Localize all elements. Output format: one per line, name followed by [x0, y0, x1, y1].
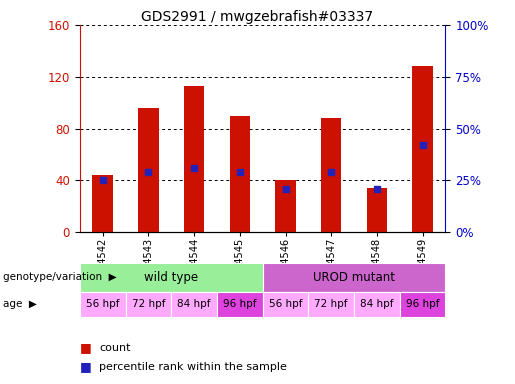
Text: 84 hpf: 84 hpf: [360, 299, 393, 310]
Text: 56 hpf: 56 hpf: [269, 299, 302, 310]
Text: UROD mutant: UROD mutant: [313, 271, 395, 284]
Bar: [367, 188, 387, 232]
Text: count: count: [99, 343, 131, 353]
Text: GDS2991 / mwgzebrafish#03337: GDS2991 / mwgzebrafish#03337: [142, 10, 373, 23]
Text: 72 hpf: 72 hpf: [132, 299, 165, 310]
Text: percentile rank within the sample: percentile rank within the sample: [99, 362, 287, 372]
Bar: [413, 66, 433, 232]
Text: 72 hpf: 72 hpf: [315, 299, 348, 310]
Bar: [92, 175, 113, 232]
Bar: [275, 180, 296, 232]
Bar: [230, 116, 250, 232]
Text: ■: ■: [80, 360, 92, 373]
Bar: [184, 86, 204, 232]
Bar: [138, 108, 159, 232]
Text: 96 hpf: 96 hpf: [223, 299, 256, 310]
Bar: [321, 118, 341, 232]
Text: genotype/variation  ▶: genotype/variation ▶: [3, 272, 116, 283]
Text: 96 hpf: 96 hpf: [406, 299, 439, 310]
Text: 56 hpf: 56 hpf: [86, 299, 119, 310]
Text: wild type: wild type: [144, 271, 198, 284]
Text: age  ▶: age ▶: [3, 299, 37, 310]
Text: 84 hpf: 84 hpf: [177, 299, 211, 310]
Text: ■: ■: [80, 341, 92, 354]
